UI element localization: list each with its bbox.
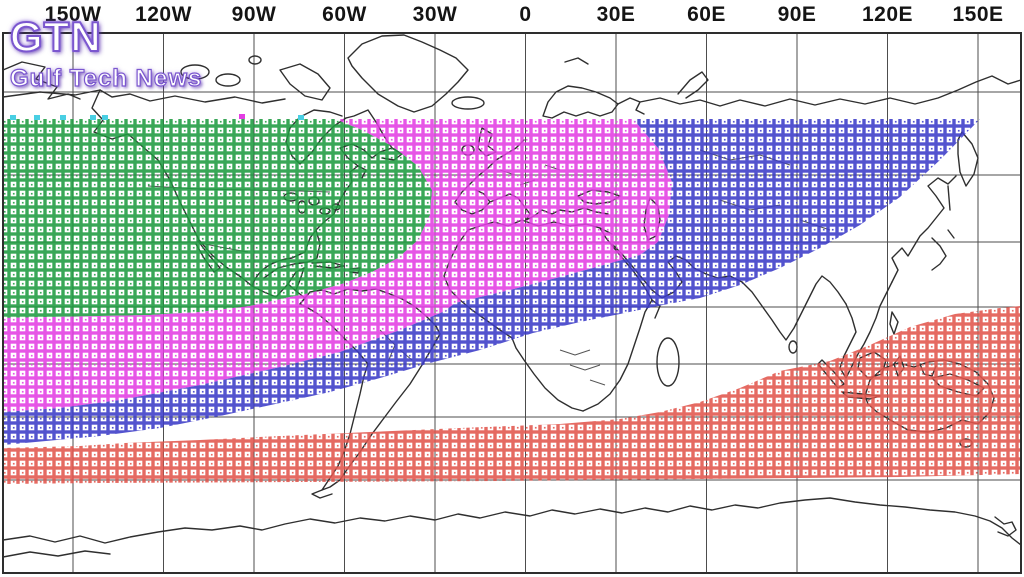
visibility-region-magenta bbox=[3, 119, 672, 412]
channel-logo-text: GTN bbox=[9, 13, 102, 60]
island-novaya-zemlya bbox=[677, 71, 709, 99]
visibility-region-blue bbox=[3, 119, 980, 445]
island-japan-north bbox=[947, 229, 955, 239]
coast-scandinavia bbox=[542, 85, 619, 119]
coast-kola bbox=[617, 97, 645, 115]
island-srilanka bbox=[788, 340, 798, 354]
island-tierra-del-fuego bbox=[311, 489, 333, 499]
longitude-label: 120E bbox=[861, 3, 914, 26]
border-africa-1 bbox=[559, 349, 606, 386]
island-banks bbox=[180, 64, 210, 80]
edge-mark bbox=[90, 115, 96, 120]
longitude-label: 90E bbox=[777, 3, 817, 26]
edge-mark bbox=[298, 115, 304, 120]
visibility-regions bbox=[3, 119, 1021, 484]
visibility-region-green bbox=[3, 119, 432, 318]
coast-china bbox=[891, 175, 957, 283]
island-philippines bbox=[889, 311, 899, 335]
longitude-axis: 150W 120W 90W 60W 30W 0 30E 60E 90E 120E 150E bbox=[0, 0, 1024, 33]
longitude-label: 150W bbox=[44, 3, 102, 26]
island-madagascar bbox=[656, 337, 680, 387]
longitude-label: 150E bbox=[952, 3, 1004, 26]
edge-mark bbox=[34, 115, 40, 120]
map-frame bbox=[2, 32, 1022, 574]
island-baffin bbox=[279, 63, 331, 101]
longitude-label: 30W bbox=[412, 3, 458, 26]
coast-arctic-america bbox=[2, 89, 286, 104]
channel-watermark: GTN Gulf Tech News bbox=[9, 13, 203, 92]
edge-mark bbox=[239, 114, 245, 119]
island-iceland bbox=[451, 96, 485, 110]
longitude-label: 60E bbox=[687, 3, 726, 26]
longitude-label: 60W bbox=[322, 3, 367, 26]
coast-chukotka bbox=[2, 61, 81, 100]
island-small-arctic bbox=[248, 55, 262, 65]
edge-mark bbox=[60, 115, 66, 120]
longitude-label: 120W bbox=[135, 3, 192, 26]
edge-marks bbox=[10, 114, 304, 120]
coast-india bbox=[741, 275, 847, 341]
longitude-label: 90W bbox=[231, 3, 277, 26]
island-sakhalin bbox=[947, 185, 951, 211]
coast-kamchatka bbox=[957, 131, 979, 187]
coast-greenland bbox=[347, 34, 469, 113]
island-victoria bbox=[215, 73, 241, 87]
coast-antarctica-hook bbox=[994, 516, 1017, 537]
island-svalbard bbox=[564, 57, 589, 65]
visibility-region-red bbox=[3, 306, 1021, 484]
coast-antarctica bbox=[2, 497, 1022, 546]
coast-siberia bbox=[639, 75, 1022, 107]
island-japan bbox=[931, 237, 947, 271]
coast-antarctica-inner bbox=[2, 550, 111, 558]
edge-mark bbox=[10, 115, 16, 120]
longitude-label: 0 bbox=[519, 3, 532, 26]
longitude-label: 30E bbox=[596, 3, 636, 26]
edge-mark bbox=[102, 115, 108, 120]
channel-name-text: Gulf Tech News bbox=[9, 65, 203, 92]
